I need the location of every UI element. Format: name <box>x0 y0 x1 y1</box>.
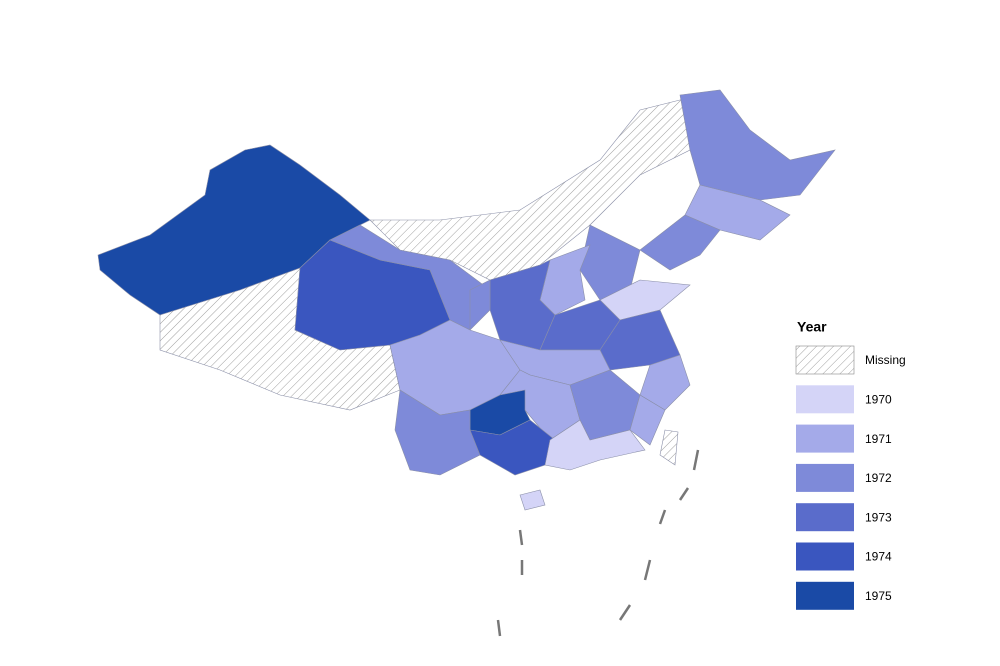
legend-title: Year <box>797 319 827 335</box>
regions <box>97 89 836 637</box>
region <box>639 354 691 411</box>
region <box>629 394 666 446</box>
region <box>97 144 371 316</box>
legend-swatch <box>796 424 854 453</box>
legend-swatch <box>796 503 854 532</box>
legend-label: 1975 <box>865 589 892 603</box>
legend-label: 1970 <box>865 392 892 406</box>
legend-swatch <box>796 385 854 414</box>
legend-label: 1973 <box>865 510 892 524</box>
legend-label: 1972 <box>865 471 892 485</box>
region <box>519 489 546 511</box>
legend-label: 1971 <box>865 432 892 446</box>
region <box>679 89 836 201</box>
legend-swatch <box>796 542 854 571</box>
island-dashes <box>496 449 700 637</box>
region <box>544 419 646 471</box>
legend-swatch <box>796 581 854 610</box>
region <box>469 279 491 331</box>
legend-label: Missing <box>865 353 906 367</box>
legend-label: 1974 <box>865 550 892 564</box>
region <box>639 214 721 271</box>
region <box>659 429 679 466</box>
legend: Year Missing 1970 1971 1972 1973 1974 1975 <box>795 319 906 610</box>
legend-swatch <box>796 463 854 492</box>
legend-swatch <box>795 345 855 375</box>
